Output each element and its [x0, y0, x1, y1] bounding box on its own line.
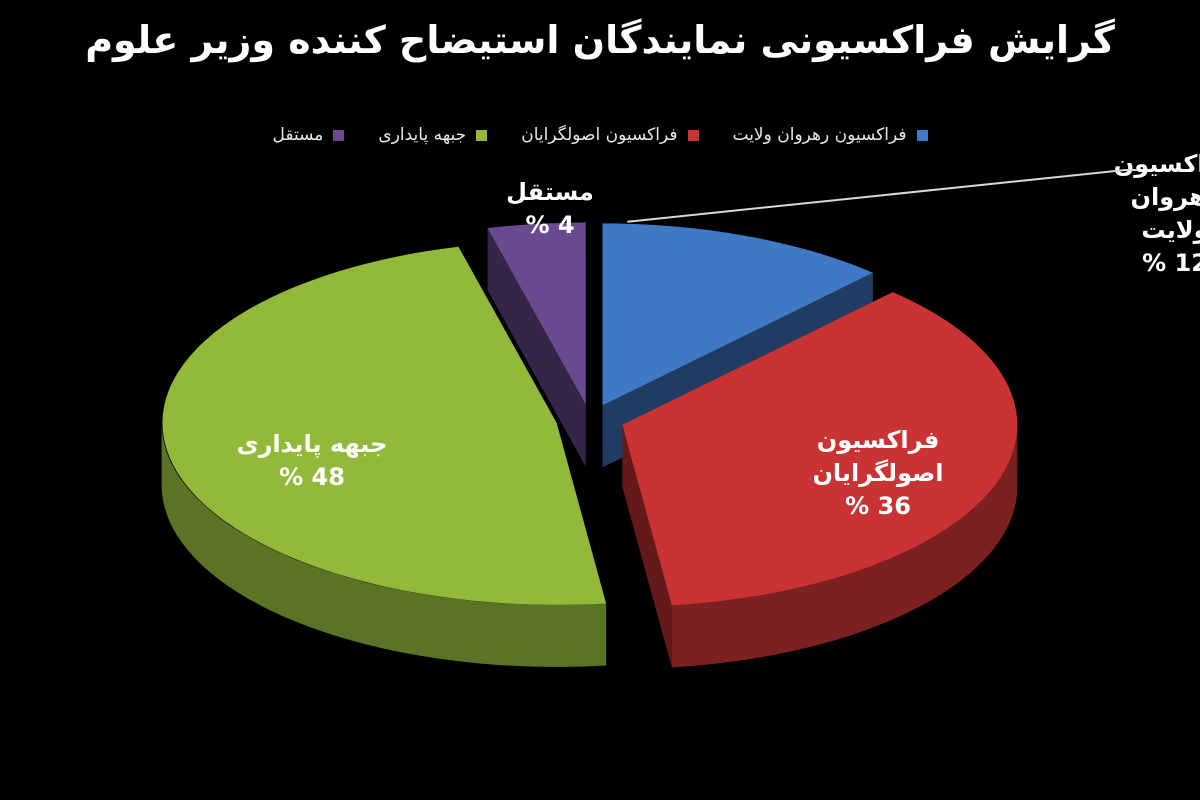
- chart-title: گرایش فراکسیونی نمایندگان استیضاح کننده …: [85, 18, 1115, 62]
- pie-slice-wall-mostaqel-start: [487, 228, 586, 467]
- legend-item-mostaqel: مستقل: [273, 120, 345, 150]
- data-label-line: 36 %: [845, 492, 911, 520]
- legend-item-osulgarayan: فراکسیون اصولگرایان: [521, 120, 699, 150]
- pie-slice-mostaqel: [487, 222, 586, 467]
- legend-label-paydari: جبهه پایداری: [378, 125, 467, 145]
- legend-swatch-rahravan: [916, 129, 928, 141]
- leader-line-rahravan: [627, 169, 1138, 223]
- data-label-line: 4 %: [525, 211, 574, 239]
- data-label-line: فراکسیون: [817, 426, 940, 454]
- chart-legend: فراکسیون رهروان ولایت فراکسیون اصولگرایا…: [0, 120, 1200, 150]
- legend-label-rahravan: فراکسیون رهروان ولایت: [732, 125, 907, 145]
- data-label-line: فراکسیون: [1114, 150, 1200, 178]
- legend-label-mostaqel: مستقل: [272, 125, 324, 145]
- pie-slice-side-paydari: [161, 422, 607, 667]
- pie-slices: [161, 222, 1018, 668]
- pie-slice-top-rahravan: [602, 223, 873, 406]
- data-label-line: مستقل: [506, 178, 594, 206]
- legend-swatch-osulgarayan: [687, 129, 699, 141]
- legend-label-osulgarayan: فراکسیون اصولگرایان: [521, 125, 678, 145]
- data-label-line: جبهه پایداری: [237, 430, 388, 458]
- pie-slice-side-osulgarayan: [671, 424, 1018, 668]
- pie-slice-osulgarayan: [622, 292, 1018, 668]
- legend-item-paydari: جبهه پایداری: [378, 120, 488, 150]
- data-label-line: اصولگرایان: [812, 459, 943, 487]
- data-label-mostaqel: مستقل 4 %: [506, 178, 594, 239]
- legend-item-rahravan: فراکسیون رهروان ولایت: [733, 120, 928, 150]
- legend-swatch-mostaqel: [333, 129, 345, 141]
- data-label-osulgarayan: فراکسیون اصولگرایان 36 %: [812, 426, 943, 520]
- data-labels: فراکسیون رهروان ولایت 12 % فراکسیون اصولگرایا…: [237, 150, 1200, 520]
- pie-slice-top-mostaqel: [487, 222, 586, 405]
- pie-slice-wall-osulgarayan-end: [622, 424, 672, 668]
- pie-slice-top-osulgarayan: [622, 292, 1018, 606]
- pie-slice-top-paydari: [162, 246, 607, 605]
- data-label-rahravan: فراکسیون رهروان ولایت 12 %: [1114, 150, 1200, 277]
- data-label-line: ولایت: [1141, 216, 1200, 244]
- data-label-line: رهروان: [1130, 183, 1200, 211]
- data-label-line: 12 %: [1142, 249, 1200, 277]
- pie-slice-paydari: [161, 246, 607, 667]
- data-label-line: 48 %: [279, 463, 345, 491]
- data-label-paydari: جبهه پایداری 48 %: [237, 430, 388, 491]
- legend-swatch-paydari: [476, 129, 488, 141]
